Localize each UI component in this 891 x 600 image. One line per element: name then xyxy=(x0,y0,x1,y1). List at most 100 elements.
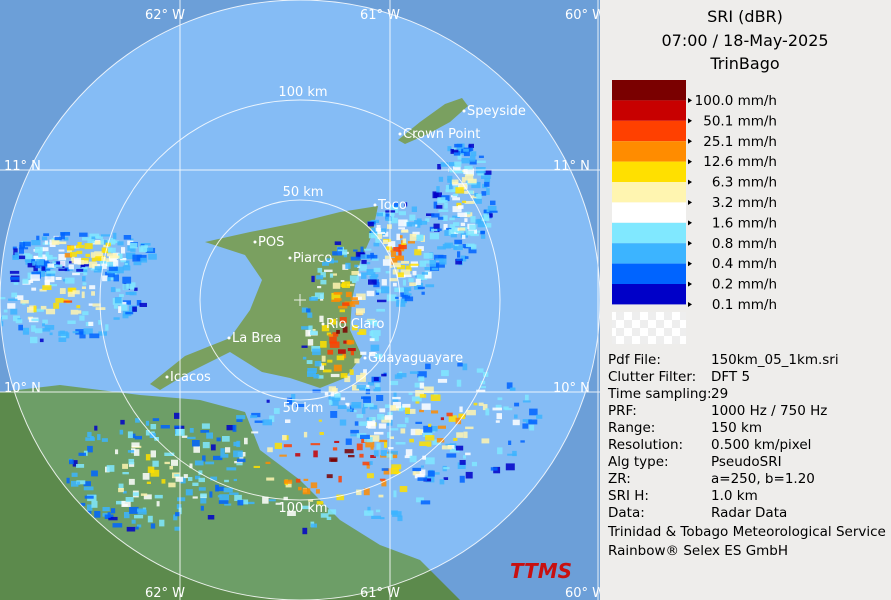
echo xyxy=(455,445,464,451)
echo xyxy=(386,246,392,251)
echo xyxy=(72,290,80,295)
echo xyxy=(295,453,301,457)
echo xyxy=(312,389,321,393)
echo xyxy=(403,289,409,296)
echo xyxy=(457,212,467,217)
echo xyxy=(381,279,387,286)
echo xyxy=(438,176,444,182)
echo xyxy=(398,244,407,250)
echo xyxy=(3,309,8,313)
echo xyxy=(129,286,135,290)
echo xyxy=(23,253,31,256)
echo xyxy=(139,246,147,253)
echo xyxy=(478,402,484,406)
echo xyxy=(381,373,387,377)
echo xyxy=(67,291,75,297)
echo xyxy=(79,232,88,237)
echo xyxy=(476,193,482,199)
echo xyxy=(94,266,103,270)
echo xyxy=(361,272,367,279)
echo xyxy=(0,321,4,327)
legend-tick xyxy=(688,98,692,103)
echo xyxy=(64,267,70,272)
echo xyxy=(83,271,88,276)
info-value: 1000 Hz / 750 Hz xyxy=(711,403,827,419)
echo xyxy=(520,440,525,443)
echo xyxy=(377,233,383,239)
echo xyxy=(522,423,529,429)
echo xyxy=(108,264,118,271)
echo xyxy=(137,510,147,515)
echo xyxy=(397,272,404,278)
echo xyxy=(344,375,351,383)
echo xyxy=(113,317,120,320)
map-label: Rio Claro xyxy=(326,317,384,332)
echo xyxy=(468,143,474,148)
echo xyxy=(200,493,207,498)
echo xyxy=(457,154,462,160)
echo xyxy=(334,440,340,443)
echo xyxy=(113,232,117,240)
echo xyxy=(25,254,33,260)
echo xyxy=(41,265,46,271)
echo xyxy=(194,460,204,466)
echo xyxy=(236,415,246,420)
echo xyxy=(320,513,329,518)
echo xyxy=(481,173,491,179)
echo xyxy=(324,392,329,396)
echo xyxy=(159,519,165,527)
legend-tick xyxy=(688,118,692,124)
echo xyxy=(452,193,459,197)
echo xyxy=(174,526,181,531)
echo xyxy=(76,268,84,272)
echo xyxy=(371,330,381,336)
echo xyxy=(302,527,308,535)
echo xyxy=(33,305,37,313)
echo xyxy=(383,468,392,475)
echo xyxy=(42,267,51,272)
map-label: 10° N xyxy=(553,381,590,396)
echo xyxy=(318,419,322,422)
echo xyxy=(40,247,49,252)
echo xyxy=(414,249,422,256)
echo xyxy=(267,447,273,453)
echo xyxy=(425,435,435,441)
echo xyxy=(380,228,387,233)
echo xyxy=(389,265,393,268)
echo xyxy=(337,249,348,256)
echo xyxy=(398,211,406,216)
map-label: 100 km xyxy=(278,85,327,100)
echo xyxy=(332,332,339,337)
echo xyxy=(333,364,342,372)
legend-tick xyxy=(688,261,692,267)
place-dot xyxy=(398,132,402,136)
echo xyxy=(420,465,424,468)
echo xyxy=(458,227,466,231)
echo xyxy=(147,466,155,473)
echo xyxy=(113,274,119,282)
echo xyxy=(412,467,422,471)
echo xyxy=(398,249,402,256)
echo xyxy=(360,372,366,380)
echo xyxy=(164,452,175,456)
echo xyxy=(122,300,131,305)
echo xyxy=(402,238,407,244)
echo xyxy=(416,224,421,228)
echo xyxy=(244,501,255,505)
echo xyxy=(360,254,370,260)
echo xyxy=(397,424,407,428)
echo xyxy=(122,301,127,305)
echo xyxy=(51,239,60,245)
echo xyxy=(65,277,75,284)
echo xyxy=(375,227,382,232)
echo xyxy=(81,257,89,263)
place-dot xyxy=(165,375,169,379)
echo xyxy=(82,276,86,282)
echo xyxy=(150,523,156,529)
echo xyxy=(358,273,362,277)
echo xyxy=(407,241,415,244)
echo xyxy=(454,239,463,245)
echo xyxy=(466,409,476,416)
legend-swatch xyxy=(612,100,686,121)
echo xyxy=(219,494,229,501)
